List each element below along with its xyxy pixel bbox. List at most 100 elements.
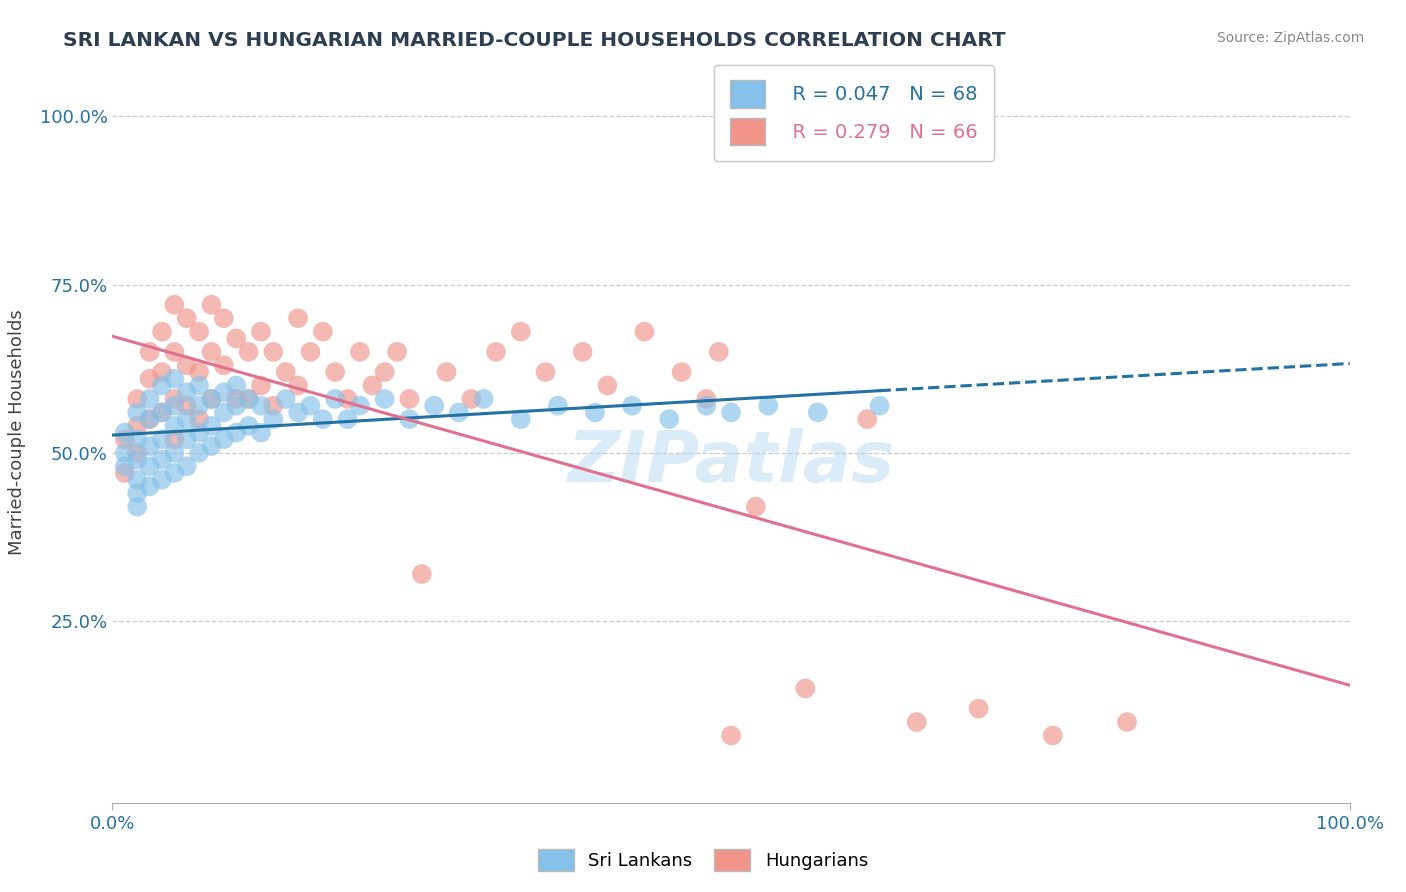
Point <box>176 459 198 474</box>
Point <box>212 385 235 400</box>
Point <box>212 311 235 326</box>
Point <box>250 378 273 392</box>
Point <box>127 433 149 447</box>
Point <box>262 399 284 413</box>
Point <box>374 392 396 406</box>
Point <box>200 344 222 359</box>
Point <box>138 344 160 359</box>
Point <box>114 433 136 447</box>
Point <box>398 412 420 426</box>
Text: Source: ZipAtlas.com: Source: ZipAtlas.com <box>1216 31 1364 45</box>
Point <box>274 392 297 406</box>
Point <box>127 500 149 514</box>
Point <box>127 486 149 500</box>
Point <box>127 392 149 406</box>
Point <box>312 412 335 426</box>
Point <box>250 425 273 440</box>
Point <box>150 405 173 419</box>
Point <box>225 378 247 392</box>
Point <box>571 344 593 359</box>
Point <box>287 378 309 392</box>
Point <box>583 405 606 419</box>
Point <box>299 399 322 413</box>
Y-axis label: Married-couple Households: Married-couple Households <box>7 310 25 556</box>
Point <box>212 405 235 419</box>
Point <box>163 433 186 447</box>
Point <box>807 405 830 419</box>
Point <box>436 365 458 379</box>
Point <box>138 459 160 474</box>
Point <box>720 729 742 743</box>
Point <box>212 359 235 373</box>
Point <box>323 365 346 379</box>
Point <box>200 392 222 406</box>
Point <box>312 325 335 339</box>
Point <box>138 412 160 426</box>
Point <box>163 466 186 480</box>
Point <box>225 425 247 440</box>
Point <box>176 412 198 426</box>
Point <box>114 446 136 460</box>
Point <box>621 399 644 413</box>
Text: ZIPatlas: ZIPatlas <box>568 428 894 497</box>
Point <box>188 378 211 392</box>
Point <box>336 392 359 406</box>
Point <box>150 365 173 379</box>
Point <box>138 439 160 453</box>
Point <box>905 714 928 729</box>
Point <box>200 418 222 433</box>
Point <box>756 399 779 413</box>
Point <box>695 392 717 406</box>
Point <box>163 418 186 433</box>
Point <box>287 311 309 326</box>
Point <box>176 359 198 373</box>
Point <box>238 392 260 406</box>
Point <box>127 452 149 467</box>
Point <box>114 425 136 440</box>
Point <box>336 412 359 426</box>
Point <box>188 425 211 440</box>
Text: SRI LANKAN VS HUNGARIAN MARRIED-COUPLE HOUSEHOLDS CORRELATION CHART: SRI LANKAN VS HUNGARIAN MARRIED-COUPLE H… <box>63 31 1005 50</box>
Point <box>671 365 693 379</box>
Point <box>188 325 211 339</box>
Point <box>856 412 879 426</box>
Point <box>596 378 619 392</box>
Point <box>138 479 160 493</box>
Point <box>447 405 470 419</box>
Point <box>238 344 260 359</box>
Point <box>1116 714 1139 729</box>
Point <box>200 439 222 453</box>
Point <box>138 412 160 426</box>
Point <box>200 392 222 406</box>
Point <box>695 399 717 413</box>
Point <box>485 344 508 359</box>
Point <box>287 405 309 419</box>
Point <box>188 365 211 379</box>
Point <box>967 701 990 715</box>
Point <box>238 392 260 406</box>
Point <box>349 344 371 359</box>
Point <box>238 418 260 433</box>
Point <box>374 365 396 379</box>
Point <box>658 412 681 426</box>
Point <box>127 446 149 460</box>
Point <box>163 344 186 359</box>
Point <box>150 473 173 487</box>
Point <box>163 446 186 460</box>
Point <box>176 385 198 400</box>
Point <box>633 325 655 339</box>
Point <box>1042 729 1064 743</box>
Point <box>707 344 730 359</box>
Point <box>114 466 136 480</box>
Point <box>509 412 531 426</box>
Point <box>349 399 371 413</box>
Point <box>150 405 173 419</box>
Point <box>720 405 742 419</box>
Point <box>869 399 891 413</box>
Point <box>163 372 186 386</box>
Point <box>150 378 173 392</box>
Point <box>323 392 346 406</box>
Point <box>262 412 284 426</box>
Point <box>460 392 482 406</box>
Point <box>150 433 173 447</box>
